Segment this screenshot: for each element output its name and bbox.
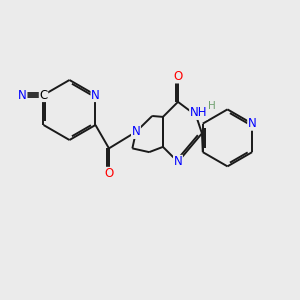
Text: O: O [173,70,183,83]
Text: N: N [174,155,182,168]
Text: N: N [91,88,100,101]
Text: O: O [104,167,114,180]
Text: H: H [208,101,216,111]
Text: C: C [39,88,48,101]
Text: N: N [18,88,27,101]
Text: NH: NH [190,106,207,119]
Text: N: N [248,117,256,130]
Text: N: N [132,125,140,138]
